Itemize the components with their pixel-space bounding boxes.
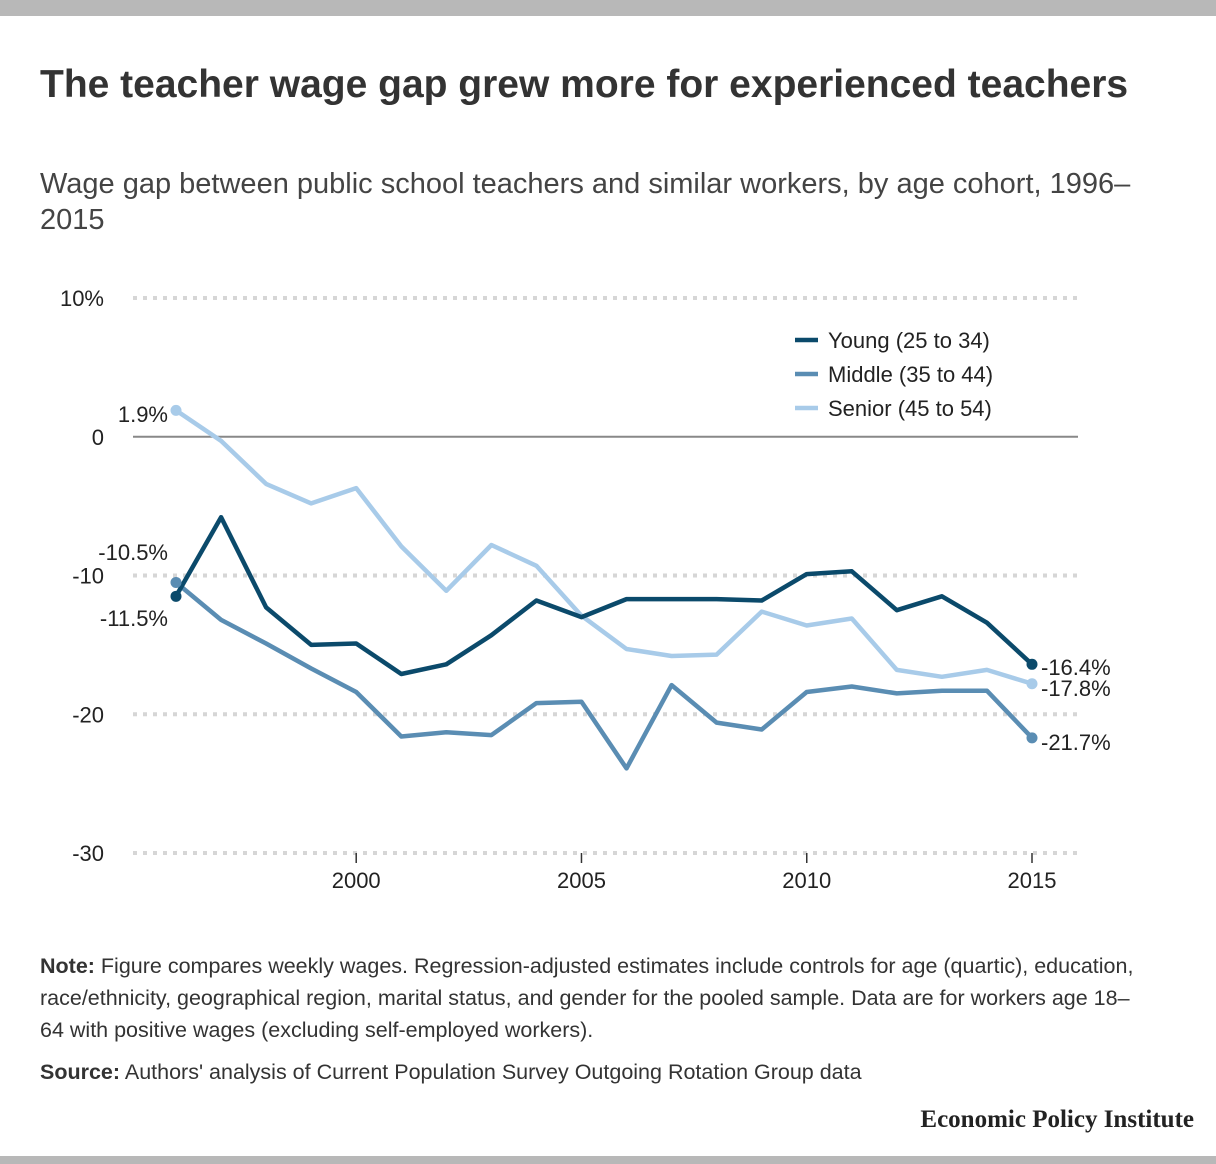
line-chart: 10% 0 -10 -20 -30 2000 2005 2010 2015 -11.5% -10.…	[60, 286, 1111, 893]
chart-subtitle: Wage gap between public school teachers …	[40, 168, 1131, 236]
top-border-bar	[0, 0, 1216, 16]
y-tick-label: -10	[72, 564, 104, 589]
legend-label: Young (25 to 34)	[828, 328, 990, 353]
bottom-border-bar	[0, 1156, 1216, 1164]
axis-labels: 10% 0 -10 -20 -30 2000 2005 2010 2015	[60, 286, 1057, 893]
note-label: Note:	[40, 954, 95, 978]
note-text: Note: Figure compares weekly wages. Regr…	[40, 950, 1150, 1046]
series-lines	[170, 404, 1038, 771]
start-value-label: -10.5%	[98, 540, 168, 565]
end-value-label: -21.7%	[1041, 730, 1111, 755]
y-tick-label: -20	[72, 702, 104, 727]
legend-label: Senior (45 to 54)	[828, 396, 992, 421]
x-tick-label: 2000	[332, 868, 381, 893]
legend: Young (25 to 34) Middle (35 to 44) Senior …	[795, 328, 993, 421]
x-tick-label: 2015	[1008, 868, 1057, 893]
data-labels: -11.5% -10.5% 1.9% -16.4%-17.8% -21.7%	[98, 402, 1110, 755]
x-tick-label: 2010	[782, 868, 831, 893]
y-tick-label: 10%	[60, 286, 104, 311]
series-start-point	[170, 590, 182, 602]
series-line	[173, 514, 1035, 677]
series-line	[173, 408, 1035, 686]
end-value-label: -17.8%	[1041, 676, 1111, 701]
brand-logo-text: Economic Policy Institute	[920, 1106, 1194, 1133]
start-value-label: -11.5%	[100, 606, 168, 631]
series-start-point	[170, 576, 182, 588]
series-end-point	[1026, 732, 1038, 744]
y-tick-label: 0	[92, 425, 104, 450]
chart-title: The teacher wage gap grew more for exper…	[40, 63, 1129, 106]
series-end-point	[1026, 658, 1038, 670]
series-end-point	[1026, 678, 1038, 690]
grid-lines	[133, 296, 1078, 855]
x-tick-label: 2005	[557, 868, 606, 893]
end-value-label: -16.4%	[1041, 655, 1111, 680]
source-body: Authors' analysis of Current Population …	[120, 1060, 862, 1084]
y-tick-label: -30	[72, 841, 104, 866]
source-text: Source: Authors' analysis of Current Pop…	[40, 1056, 1150, 1088]
note-body: Figure compares weekly wages. Regression…	[40, 954, 1134, 1042]
series-line	[173, 580, 1035, 771]
start-value-label: 1.9%	[118, 402, 168, 427]
series-start-point	[170, 404, 182, 416]
legend-label: Middle (35 to 44)	[828, 362, 993, 387]
source-label: Source:	[40, 1060, 121, 1084]
